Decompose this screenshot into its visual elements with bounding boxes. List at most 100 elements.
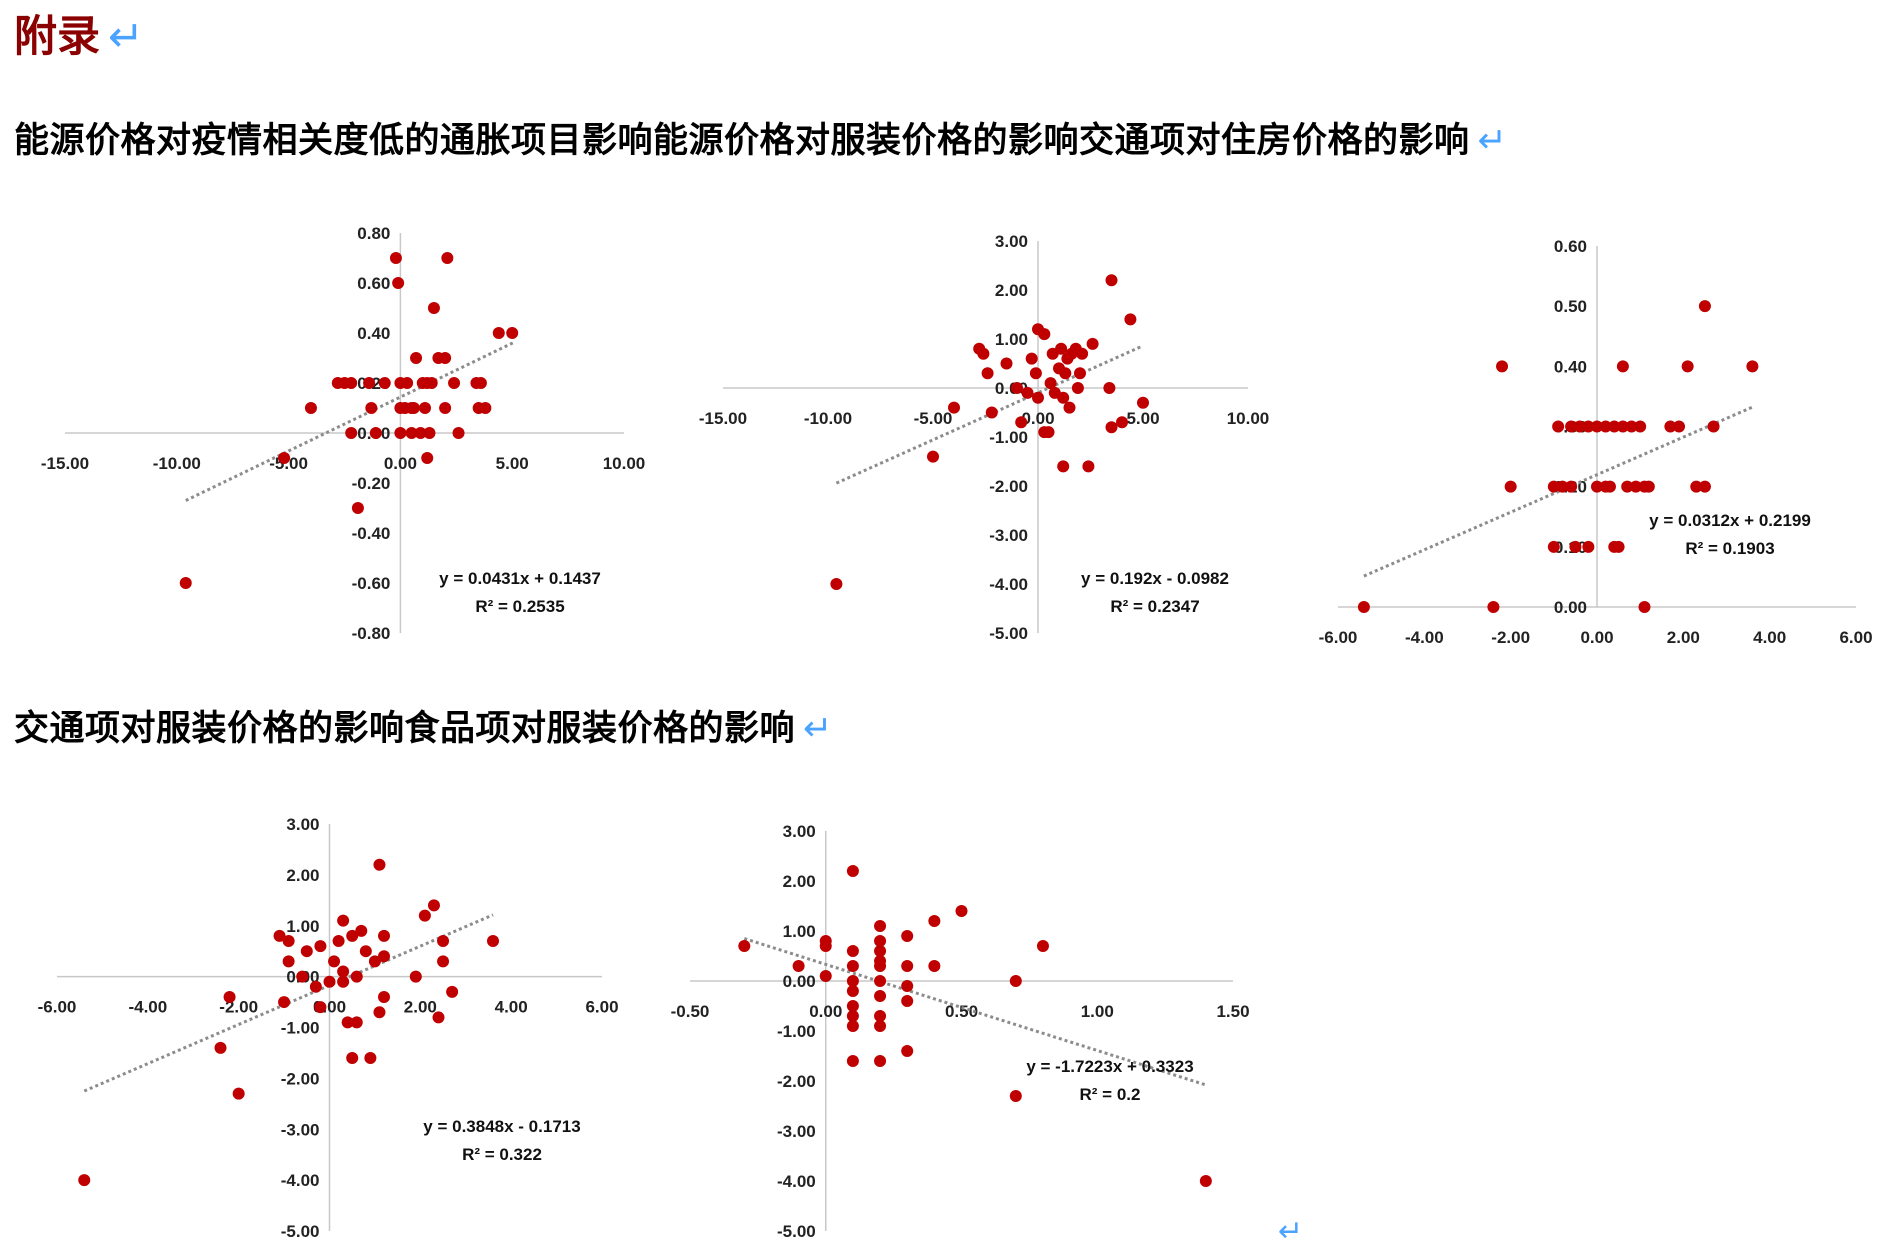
data-point — [345, 377, 358, 389]
appendix-title: 附录 ↵ — [14, 12, 145, 62]
data-point — [874, 975, 887, 987]
data-point — [1038, 328, 1051, 341]
data-point — [1055, 342, 1068, 355]
data-point — [738, 940, 751, 952]
data-point — [332, 935, 345, 948]
trendline — [835, 344, 1144, 485]
data-point — [1074, 367, 1086, 380]
data-point — [346, 929, 359, 942]
y-tick-label: -0.40 — [352, 524, 391, 543]
data-point — [1552, 420, 1565, 433]
x-tick-label: -6.00 — [38, 998, 77, 1017]
y-tick-label: -3.00 — [777, 1122, 816, 1141]
data-point — [337, 914, 350, 927]
y-tick-label: -0.80 — [352, 624, 391, 643]
data-point — [1707, 420, 1720, 433]
x-tick-label: -15.00 — [41, 454, 89, 473]
data-point — [373, 1006, 386, 1019]
data-point — [901, 930, 914, 942]
data-point — [179, 577, 192, 589]
y-tick-label: -0.60 — [352, 574, 391, 593]
heading-1-text: 能源价格对疫情相关度低的通胀项目影响能源价格对服装价格的影响交通项对住房价格的影… — [14, 121, 1470, 161]
data-point — [1573, 420, 1586, 433]
data-point — [278, 452, 291, 464]
data-point — [1137, 396, 1149, 409]
data-point — [304, 402, 317, 414]
heading-2-text: 交通项对服装价格的影响食品项对服装价格的影响 — [14, 709, 796, 749]
data-point — [378, 950, 390, 963]
x-tick-label: -10.00 — [804, 409, 852, 428]
data-point — [409, 970, 422, 983]
y-tick-label: -3.00 — [989, 526, 1028, 545]
data-point — [1591, 480, 1603, 493]
data-point — [425, 377, 438, 389]
data-point — [901, 960, 914, 972]
data-point — [1086, 337, 1099, 350]
section-heading-2: 交通项对服装价格的影响食品项对服装价格的影响 ↵ — [14, 712, 833, 747]
data-point — [337, 965, 350, 978]
x-tick-label: 0.00 — [809, 1002, 842, 1021]
data-point — [1057, 391, 1070, 404]
data-point — [830, 578, 843, 590]
data-point — [378, 377, 391, 389]
data-point — [1011, 382, 1023, 394]
data-point — [1116, 416, 1128, 429]
data-point — [977, 347, 990, 360]
y-tick-label: -1.00 — [777, 1022, 816, 1041]
data-point — [506, 327, 519, 339]
y-tick-label: 0.40 — [357, 324, 390, 343]
data-point — [437, 935, 450, 948]
x-tick-label: -2.00 — [1491, 628, 1530, 647]
data-point — [350, 1016, 363, 1029]
y-tick-label: 0.40 — [1554, 357, 1587, 376]
data-point — [1638, 601, 1651, 613]
data-point — [1547, 540, 1560, 553]
data-point — [1199, 1175, 1212, 1187]
data-point — [846, 1020, 859, 1032]
x-tick-label: 6.00 — [585, 998, 618, 1017]
y-tick-label: 0.50 — [1554, 297, 1587, 316]
data-point — [351, 502, 364, 514]
y-tick-label: -2.00 — [989, 477, 1028, 496]
x-tick-label: -5.00 — [914, 409, 953, 428]
data-point — [427, 899, 440, 912]
data-point — [1057, 460, 1070, 473]
y-tick-label: -5.00 — [281, 1222, 320, 1241]
data-point — [278, 996, 291, 1009]
data-point — [1690, 480, 1703, 493]
x-tick-label: 0.50 — [945, 1002, 978, 1021]
x-tick-label: 6.00 — [1839, 628, 1872, 647]
y-tick-label: -2.00 — [777, 1072, 816, 1091]
data-point — [1029, 367, 1042, 380]
x-tick-label: 0.00 — [1580, 628, 1613, 647]
r-squared-label: R² = 0.2 — [1080, 1085, 1141, 1104]
data-point — [355, 924, 368, 937]
data-point — [369, 427, 382, 439]
trendline — [185, 340, 516, 502]
y-tick-label: 2.00 — [995, 281, 1028, 300]
data-point — [474, 377, 487, 389]
x-tick-label: -15.00 — [699, 409, 747, 428]
y-tick-label: 2.00 — [783, 872, 816, 891]
x-tick-label: -0.50 — [671, 1002, 710, 1021]
data-point — [350, 970, 363, 983]
x-tick-label: 1.50 — [1216, 1002, 1249, 1021]
data-point — [359, 945, 372, 958]
data-point — [282, 955, 295, 968]
data-point — [1032, 391, 1044, 404]
y-tick-label: 0.00 — [783, 972, 816, 991]
data-point — [1015, 416, 1028, 429]
data-point — [439, 352, 452, 364]
data-point — [874, 945, 887, 957]
data-point — [1642, 480, 1655, 493]
data-point — [874, 955, 887, 967]
x-tick-label: 10.00 — [603, 454, 646, 473]
data-point — [1105, 421, 1118, 434]
data-point — [1698, 300, 1711, 313]
r-squared-label: R² = 0.2535 — [475, 597, 564, 616]
data-point — [1582, 420, 1595, 433]
data-point — [309, 980, 322, 993]
data-point — [928, 960, 941, 972]
data-point — [392, 277, 405, 289]
